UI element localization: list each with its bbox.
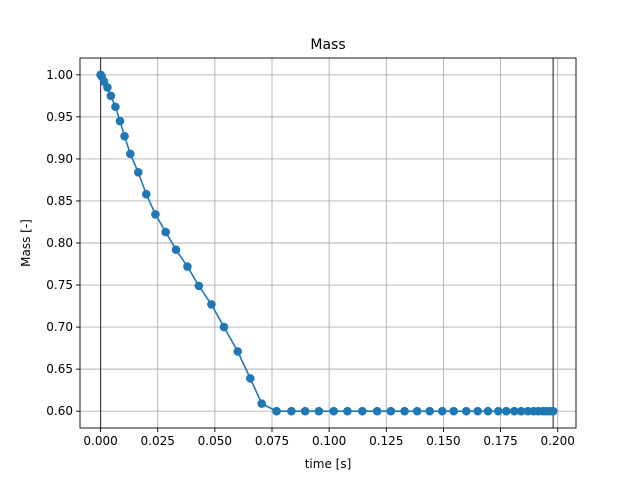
data-point bbox=[400, 406, 409, 416]
data-point bbox=[207, 300, 216, 309]
data-point bbox=[183, 262, 192, 271]
x-tick-label: 0.050 bbox=[198, 434, 232, 448]
x-tick-label: 0.150 bbox=[426, 434, 460, 448]
data-point bbox=[437, 406, 447, 416]
y-tick-label: 1.00 bbox=[46, 68, 73, 82]
data-point bbox=[151, 210, 160, 219]
y-tick-label: 0.85 bbox=[46, 194, 73, 208]
data-point bbox=[125, 149, 135, 159]
data-point bbox=[300, 406, 310, 416]
series-mass bbox=[96, 70, 558, 416]
y-tick-label: 0.75 bbox=[46, 278, 73, 292]
data-point bbox=[233, 347, 243, 356]
y-tick-label: 0.70 bbox=[46, 320, 73, 334]
data-point bbox=[449, 406, 459, 416]
data-point bbox=[501, 406, 511, 416]
x-tick-label: 0.125 bbox=[369, 434, 403, 448]
data-point bbox=[194, 281, 204, 291]
x-tick-label: 0.175 bbox=[483, 434, 517, 448]
data-point bbox=[287, 406, 296, 416]
data-point bbox=[343, 406, 352, 416]
data-point bbox=[161, 227, 171, 237]
y-tick-label: 0.80 bbox=[46, 236, 73, 250]
x-tick-label: 0.200 bbox=[541, 434, 575, 448]
data-point bbox=[473, 406, 483, 416]
y-tick-label: 0.60 bbox=[46, 404, 73, 418]
data-point bbox=[372, 406, 382, 416]
data-point bbox=[171, 245, 181, 255]
data-point bbox=[103, 83, 112, 92]
data-point bbox=[509, 406, 519, 416]
y-axis-ticks: 0.60 0.65 0.70 0.75 0.80 0.85 0.90 0.95 1.00 bbox=[46, 68, 80, 418]
y-tick-label: 0.95 bbox=[46, 110, 73, 124]
data-point bbox=[314, 406, 324, 416]
data-point bbox=[141, 189, 151, 199]
y-tick-label: 0.90 bbox=[46, 152, 73, 166]
chart-title: Mass bbox=[310, 37, 345, 53]
vertical-markers bbox=[99, 58, 554, 428]
data-point bbox=[272, 406, 281, 416]
x-axis-label: time [s] bbox=[305, 457, 352, 471]
data-point bbox=[111, 102, 120, 112]
x-axis-ticks: 0.000 0.025 0.050 0.075 0.100 0.125 0.150 0.175… bbox=[83, 428, 575, 448]
x-tick-label: 0.075 bbox=[255, 434, 289, 448]
data-point bbox=[133, 168, 143, 177]
data-point bbox=[386, 406, 396, 416]
x-tick-label: 0.100 bbox=[312, 434, 346, 448]
y-axis-label: Mass [-] bbox=[19, 219, 33, 267]
data-point bbox=[425, 406, 435, 416]
y-tick-label: 0.65 bbox=[46, 362, 73, 376]
data-point bbox=[493, 406, 503, 416]
data-point bbox=[245, 374, 255, 383]
x-tick-label: 0.000 bbox=[83, 434, 117, 448]
x-tick-label: 0.025 bbox=[141, 434, 175, 448]
data-point bbox=[483, 406, 493, 416]
data-point bbox=[106, 91, 116, 101]
data-point bbox=[357, 406, 367, 416]
data-point bbox=[115, 116, 125, 126]
data-point bbox=[412, 406, 422, 416]
data-point bbox=[120, 131, 129, 141]
data-point bbox=[219, 322, 229, 332]
data-point bbox=[548, 406, 558, 416]
data-point bbox=[329, 406, 339, 416]
data-point bbox=[516, 406, 526, 416]
data-point bbox=[257, 399, 267, 408]
data-point bbox=[461, 406, 471, 416]
